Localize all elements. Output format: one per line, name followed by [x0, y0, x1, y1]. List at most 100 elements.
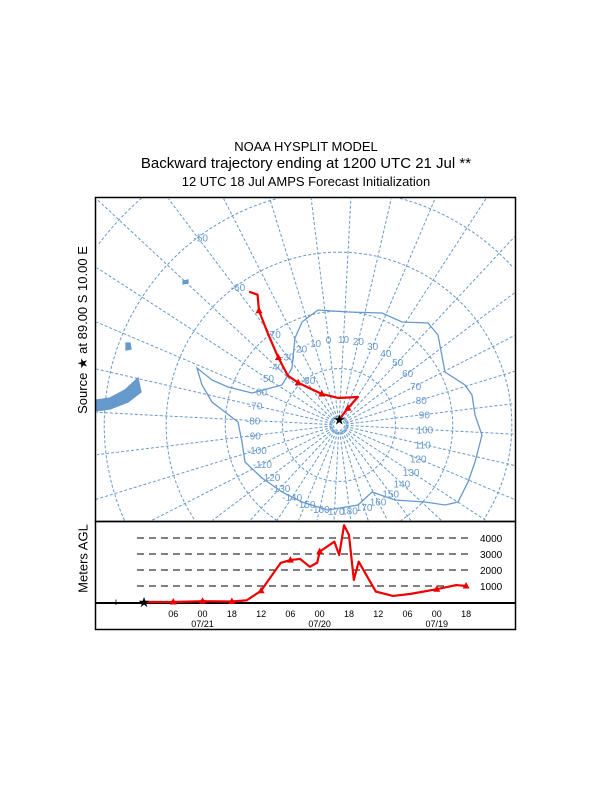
longitude-label: 50: [392, 358, 404, 369]
longitude-label: 90: [419, 411, 431, 422]
y-tick-label: 1000: [480, 582, 503, 593]
x-tick-label: 00: [315, 609, 325, 619]
meridian: [269, 198, 338, 419]
longitude-label: -50: [260, 374, 275, 385]
latitude-circle: [339, 310, 454, 521]
latitude-circle: [282, 368, 396, 482]
longitude-label: 150: [382, 490, 399, 501]
longitude-label: -150: [295, 500, 315, 511]
x-date-label: 07/19: [426, 619, 449, 629]
height-marker: [462, 582, 470, 589]
latitude-circle: [399, 198, 514, 269]
longitude-label: 70: [410, 382, 422, 393]
x-tick-label: 06: [168, 609, 178, 619]
longitude-label: 40: [380, 349, 392, 360]
y-tick-label: 2000: [480, 566, 503, 577]
longitude-label: 80: [416, 396, 428, 407]
cross-marker-icon: +: [113, 597, 119, 609]
height-marker: [199, 597, 207, 604]
meridian: [342, 198, 487, 420]
longitude-label: -40: [269, 362, 284, 373]
latitude-label: -80: [301, 376, 316, 387]
height-marker: [169, 598, 177, 605]
longitude-label: 170: [356, 503, 373, 514]
meridian: [212, 428, 334, 521]
island: [182, 279, 189, 285]
coastline: [96, 279, 483, 511]
x-tick-label: 18: [344, 609, 354, 619]
meridian: [341, 198, 436, 420]
height-marker: [257, 586, 265, 594]
longitude-label: -140: [282, 493, 302, 504]
trajectory-path: ★: [248, 290, 360, 427]
antarctica-coast: [195, 309, 483, 511]
latitude-circle: [103, 198, 279, 521]
trajectory-marker: [274, 353, 282, 361]
meridian: [249, 429, 335, 521]
longitude-label: 110: [415, 440, 431, 451]
x-tick-label: 18: [461, 609, 471, 619]
meridian: [340, 198, 392, 419]
meridian: [298, 430, 337, 521]
longitude-label: -70: [248, 402, 263, 413]
meridian: [150, 427, 334, 521]
meridian: [96, 267, 334, 422]
meridian: [343, 235, 515, 421]
x-tick-label: 00: [432, 609, 442, 619]
x-date-label: 07/21: [191, 619, 214, 629]
x-tick-label: 06: [403, 609, 413, 619]
x-date-label: 07/20: [308, 619, 331, 629]
meridian: [344, 427, 515, 501]
latitude-circle: [332, 418, 346, 432]
x-tick-label: 00: [198, 609, 208, 619]
map-grid: -170-160-150-140-130-120-110-100-90-80-7…: [96, 198, 515, 521]
longitude-label: -10: [307, 339, 322, 350]
trajectory-marker: [294, 378, 302, 386]
meridian: [343, 429, 443, 521]
longitude-label: -90: [246, 431, 261, 442]
latitude-label: -60: [231, 283, 246, 294]
island: [125, 342, 132, 351]
longitude-label: 180: [341, 506, 358, 517]
y-tick-label: 4000: [480, 534, 503, 545]
meridian: [96, 411, 333, 426]
source-star-icon: ★: [138, 594, 151, 610]
longitude-label: 100: [417, 426, 434, 437]
meridian: [96, 426, 333, 500]
longitude-label: -130: [270, 484, 290, 495]
longitude-label: -80: [246, 416, 261, 427]
south-america-tip: [96, 376, 142, 412]
meridian: [345, 424, 515, 435]
longitude-label: 140: [394, 480, 411, 491]
longitude-label: -30: [280, 352, 295, 363]
latitude-circle: [165, 251, 339, 520]
longitude-label: 10: [338, 335, 350, 346]
longitude-label: -100: [247, 446, 267, 457]
longitude-label: -20: [293, 344, 308, 355]
x-tick-label: 18: [227, 609, 237, 619]
meridian: [310, 198, 339, 419]
longitude-label: 60: [402, 369, 414, 380]
height-frame: [94, 520, 517, 631]
meridian: [316, 431, 338, 521]
meridian: [97, 425, 333, 456]
trajectory-marker: [255, 306, 263, 314]
height-marker: [316, 547, 324, 555]
meridian: [344, 292, 515, 422]
longitude-label: 30: [367, 342, 379, 353]
latitude-circle: [224, 310, 339, 521]
height-marker: [228, 597, 236, 605]
trajectory-marker: [344, 404, 352, 411]
chart-subtitle: Backward trajectory ending at 1200 UTC 2…: [140, 155, 472, 172]
longitude-label: 120: [410, 455, 427, 466]
longitude-label: 130: [403, 468, 420, 479]
y-tick-label: 3000: [480, 550, 503, 561]
map-panel: -170-160-150-140-130-120-110-100-90-80-7…: [96, 198, 515, 521]
meridian: [345, 426, 515, 466]
height-line: [144, 524, 467, 604]
latitude-circle: [339, 251, 513, 520]
meridian: [276, 430, 336, 521]
longitude-label: 160: [370, 498, 387, 509]
